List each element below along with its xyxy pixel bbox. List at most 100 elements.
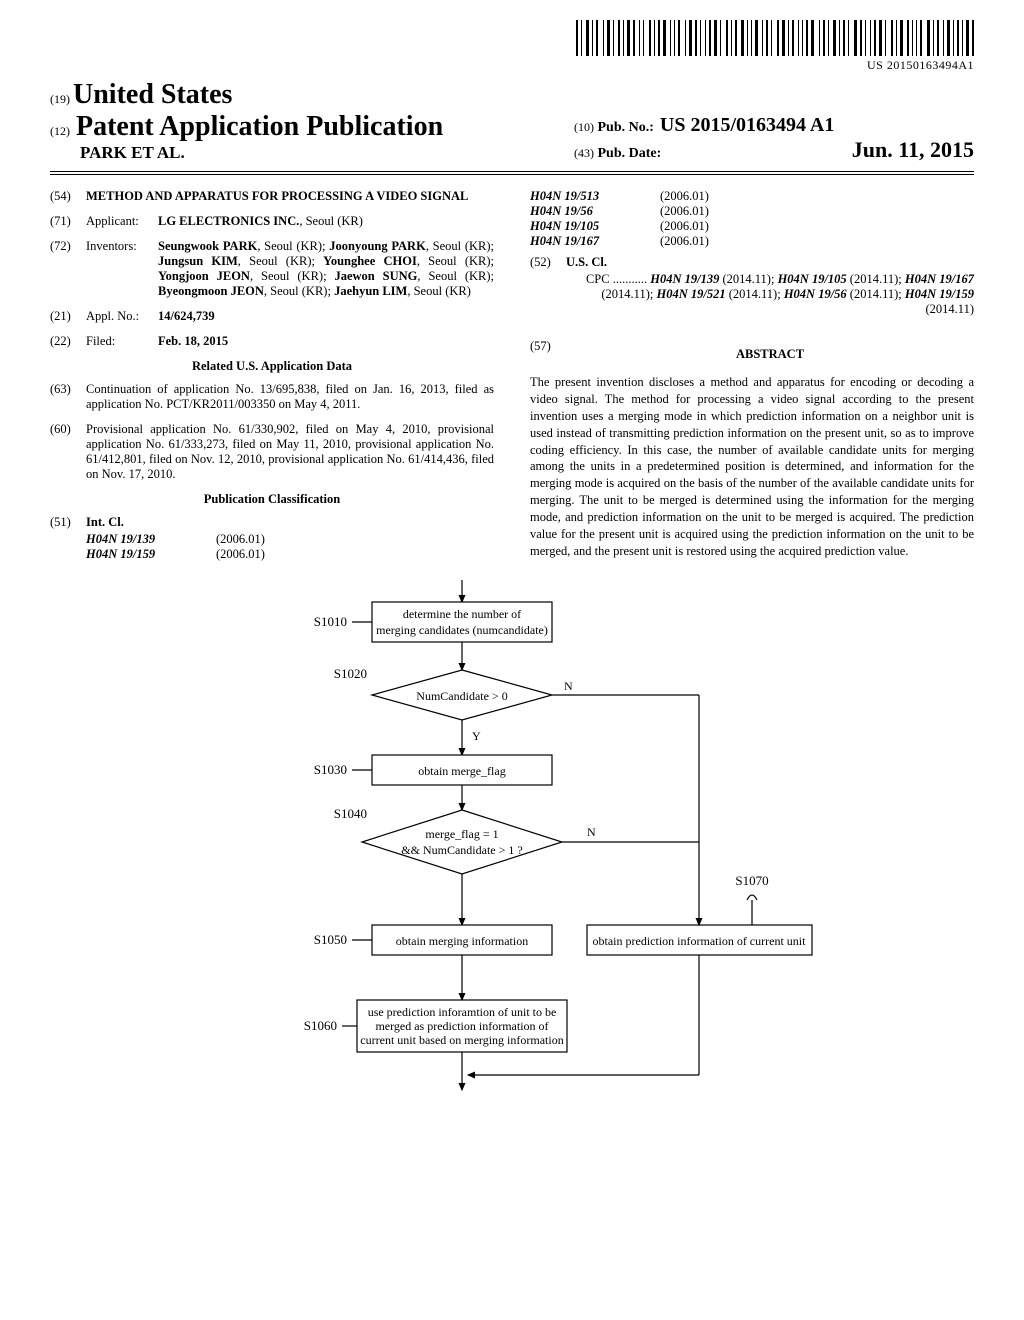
marker-12: (12) (50, 124, 70, 139)
header-right: (10) Pub. No.: US 2015/0163494 A1 (43) P… (574, 114, 974, 163)
field-num: (63) (50, 382, 86, 412)
intcl-code: H04N 19/167 (530, 234, 660, 249)
pub-no: US 2015/0163494 A1 (660, 114, 834, 137)
bibliographic-columns: (54) METHOD AND APPARATUS FOR PROCESSING… (50, 189, 974, 562)
intcl-code: H04N 19/56 (530, 204, 660, 219)
field-num: (60) (50, 422, 86, 482)
appl-no: 14/624,739 (158, 309, 494, 324)
flow-text: merging candidates (numcandidate) (376, 623, 548, 637)
field-63: (63) Continuation of application No. 13/… (50, 382, 494, 412)
divider-top (50, 171, 974, 172)
intcl-code: H04N 19/105 (530, 219, 660, 234)
flow-text: determine the number of (403, 607, 521, 621)
related-data-header: Related U.S. Application Data (50, 359, 494, 374)
field-72: (72) Inventors: Seungwook PARK, Seoul (K… (50, 239, 494, 299)
field-71: (71) Applicant: LG ELECTRONICS INC., Seo… (50, 214, 494, 229)
provisional-body: Provisional application No. 61/330,902, … (86, 422, 494, 482)
flow-step-label: S1040 (334, 806, 367, 821)
left-column: (54) METHOD AND APPARATUS FOR PROCESSING… (50, 189, 494, 562)
flow-text: merge_flag = 1 (425, 827, 498, 841)
flow-step-label: S1070 (735, 873, 768, 888)
pub-date: Jun. 11, 2015 (852, 137, 974, 163)
intcl-list-right: H04N 19/513(2006.01) H04N 19/56(2006.01)… (530, 189, 974, 249)
field-label: Filed: (86, 334, 158, 349)
flowchart-figure: determine the number of merging candidat… (50, 580, 974, 1140)
field-label: Appl. No.: (86, 309, 158, 324)
invention-title: METHOD AND APPARATUS FOR PROCESSING A VI… (86, 189, 494, 204)
intcl-code: H04N 19/513 (530, 189, 660, 204)
field-54: (54) METHOD AND APPARATUS FOR PROCESSING… (50, 189, 494, 204)
field-label: Applicant: (86, 214, 158, 229)
flow-step-label: S1050 (314, 932, 347, 947)
intcl-year: (2006.01) (660, 189, 709, 204)
intcl-row: H04N 19/139(2006.01) (86, 532, 494, 547)
intcl-year: (2006.01) (660, 219, 709, 234)
intcl-year: (2006.01) (660, 204, 709, 219)
intcl-year: (2006.01) (216, 532, 265, 547)
intcl-code: H04N 19/139 (86, 532, 216, 547)
continuation-body: Continuation of application No. 13/695,8… (86, 382, 494, 412)
intcl-label: Int. Cl. (86, 515, 494, 530)
flow-text: obtain merge_flag (418, 764, 505, 778)
flow-text: NumCandidate > 0 (416, 689, 507, 703)
field-22: (22) Filed: Feb. 18, 2015 (50, 334, 494, 349)
header: (19) United States (12) Patent Applicati… (50, 79, 974, 163)
flow-text: obtain merging information (396, 934, 528, 948)
field-num: (22) (50, 334, 86, 349)
pub-no-label: Pub. No.: (598, 120, 654, 136)
right-column: H04N 19/513(2006.01) H04N 19/56(2006.01)… (530, 189, 974, 562)
field-57: (57) ABSTRACT (530, 339, 974, 374)
intcl-year: (2006.01) (660, 234, 709, 249)
field-num: (52) (530, 255, 566, 270)
field-num: (71) (50, 214, 86, 229)
field-num: (51) (50, 515, 86, 530)
field-num: (21) (50, 309, 86, 324)
marker-19: (19) (50, 92, 70, 106)
field-num: (57) (530, 339, 566, 374)
country-title: United States (73, 79, 232, 110)
filed-date: Feb. 18, 2015 (158, 334, 494, 349)
flow-step-label: S1060 (304, 1018, 337, 1033)
marker-43: (43) (574, 146, 594, 161)
flow-text: && NumCandidate > 1 ? (401, 843, 522, 857)
flow-branch-y: Y (472, 729, 481, 743)
flow-text: merged as prediction information of (375, 1019, 548, 1033)
flow-step-label: S1030 (314, 762, 347, 777)
applicant-body: LG ELECTRONICS INC., Seoul (KR) (158, 214, 494, 229)
flow-branch-n: N (564, 679, 573, 693)
field-60: (60) Provisional application No. 61/330,… (50, 422, 494, 482)
flow-diamond-s1040 (362, 810, 562, 874)
intcl-list-left: H04N 19/139(2006.01) H04N 19/159(2006.01… (86, 532, 494, 562)
abstract-body: The present invention discloses a method… (530, 374, 974, 560)
field-52: (52) U.S. Cl. (530, 255, 974, 270)
barcode-stripes (576, 20, 974, 56)
header-left: (19) United States (12) Patent Applicati… (50, 79, 443, 163)
flow-text: obtain prediction information of current… (593, 934, 807, 948)
intcl-year: (2006.01) (216, 547, 265, 562)
flow-step-label: S1020 (334, 666, 367, 681)
flow-step-label: S1010 (314, 614, 347, 629)
abstract-header: ABSTRACT (566, 347, 974, 362)
barcode-block: US 20150163494A1 (50, 20, 974, 73)
barcode-label: US 20150163494A1 (867, 58, 974, 73)
flow-leader-curve (747, 895, 757, 900)
field-51: (51) Int. Cl. (50, 515, 494, 530)
intcl-row: H04N 19/513(2006.01) (530, 189, 974, 204)
cpc-body: CPC ........... H04N 19/139 (2014.11); H… (566, 272, 974, 317)
flow-branch-n: N (587, 825, 596, 839)
field-num: (54) (50, 189, 86, 204)
field-num: (72) (50, 239, 86, 299)
intcl-row: H04N 19/56(2006.01) (530, 204, 974, 219)
divider-top-thin (50, 174, 974, 175)
flow-text: use prediction inforamtion of unit to be (368, 1005, 557, 1019)
intcl-row: H04N 19/159(2006.01) (86, 547, 494, 562)
publication-type: Patent Application Publication (76, 111, 443, 143)
field-21: (21) Appl. No.: 14/624,739 (50, 309, 494, 324)
intcl-code: H04N 19/159 (86, 547, 216, 562)
field-label: Inventors: (86, 239, 158, 299)
flow-text: current unit based on merging informatio… (360, 1033, 563, 1047)
pub-date-label: Pub. Date: (598, 146, 662, 162)
uscl-label: U.S. Cl. (566, 255, 974, 270)
marker-10: (10) (574, 120, 594, 135)
intcl-row: H04N 19/105(2006.01) (530, 219, 974, 234)
